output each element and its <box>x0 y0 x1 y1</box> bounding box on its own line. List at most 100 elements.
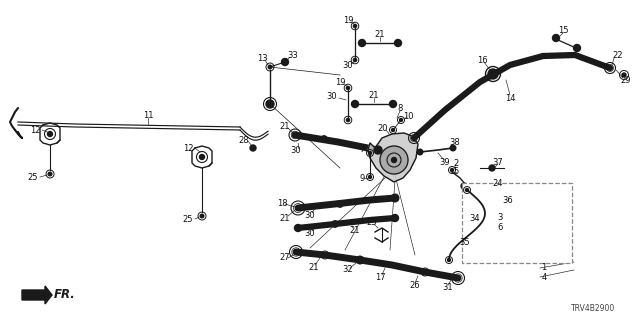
Text: 29: 29 <box>621 76 631 84</box>
Text: 31: 31 <box>443 284 453 292</box>
Text: 14: 14 <box>505 93 515 102</box>
Text: 2: 2 <box>453 158 459 167</box>
Circle shape <box>450 145 456 151</box>
Circle shape <box>200 214 204 218</box>
Circle shape <box>390 100 397 108</box>
Text: 35: 35 <box>460 237 470 246</box>
Circle shape <box>293 133 297 137</box>
Text: 20: 20 <box>378 124 388 132</box>
Text: 19: 19 <box>343 15 353 25</box>
Circle shape <box>337 201 343 207</box>
Text: 27: 27 <box>280 253 291 262</box>
Circle shape <box>321 136 327 142</box>
Circle shape <box>392 214 399 221</box>
Circle shape <box>461 183 467 189</box>
Text: 18: 18 <box>276 198 287 207</box>
Circle shape <box>489 227 495 233</box>
Circle shape <box>380 146 408 174</box>
Circle shape <box>412 136 416 140</box>
Circle shape <box>48 172 52 176</box>
Circle shape <box>456 276 460 280</box>
Text: 22: 22 <box>612 51 623 60</box>
Circle shape <box>465 188 468 191</box>
Circle shape <box>417 149 423 155</box>
Text: 11: 11 <box>143 110 153 119</box>
Text: 30: 30 <box>305 211 316 220</box>
Circle shape <box>399 118 403 122</box>
Circle shape <box>608 66 612 70</box>
Polygon shape <box>368 133 418 182</box>
Text: 36: 36 <box>502 196 513 204</box>
Text: 4: 4 <box>541 273 547 282</box>
Circle shape <box>552 35 559 42</box>
Text: 39: 39 <box>440 157 451 166</box>
Circle shape <box>268 65 272 69</box>
Circle shape <box>374 146 382 154</box>
Circle shape <box>356 256 364 264</box>
Circle shape <box>489 165 495 171</box>
Circle shape <box>346 118 349 122</box>
Circle shape <box>489 217 495 223</box>
Text: 21: 21 <box>280 122 291 131</box>
Text: 12: 12 <box>183 143 193 153</box>
Text: FR.: FR. <box>54 289 76 301</box>
Text: 34: 34 <box>470 213 480 222</box>
Text: 6: 6 <box>497 222 502 231</box>
Text: 30: 30 <box>326 92 337 100</box>
Circle shape <box>47 132 52 137</box>
Text: 21: 21 <box>375 29 385 38</box>
Text: 5: 5 <box>453 166 459 175</box>
Circle shape <box>392 157 397 163</box>
Text: 7: 7 <box>359 145 365 154</box>
Text: 8: 8 <box>397 103 403 113</box>
Text: 3: 3 <box>497 212 502 221</box>
Text: 21: 21 <box>369 91 380 100</box>
Circle shape <box>266 100 274 108</box>
Circle shape <box>499 204 505 210</box>
Text: 24: 24 <box>493 179 503 188</box>
Circle shape <box>250 145 256 151</box>
Text: 25: 25 <box>183 214 193 223</box>
Text: 30: 30 <box>342 60 353 69</box>
Text: 32: 32 <box>342 266 353 275</box>
Text: 13: 13 <box>257 53 268 62</box>
Circle shape <box>353 24 356 28</box>
Circle shape <box>296 206 300 210</box>
Circle shape <box>332 221 338 227</box>
Text: 38: 38 <box>450 138 460 147</box>
Text: 15: 15 <box>557 26 568 35</box>
Circle shape <box>423 270 427 274</box>
Circle shape <box>358 39 365 46</box>
Circle shape <box>467 236 472 241</box>
Text: TRV4B2900: TRV4B2900 <box>571 304 615 313</box>
Text: 21: 21 <box>280 213 291 222</box>
Text: 25: 25 <box>28 172 38 181</box>
Circle shape <box>353 59 356 62</box>
Text: 28: 28 <box>239 135 250 145</box>
Text: 16: 16 <box>477 55 487 65</box>
Text: 33: 33 <box>287 51 298 60</box>
Circle shape <box>622 73 626 77</box>
Text: 30: 30 <box>291 146 301 155</box>
Circle shape <box>200 155 205 159</box>
Circle shape <box>447 259 451 261</box>
Circle shape <box>369 151 371 155</box>
Text: 30: 30 <box>305 228 316 237</box>
Circle shape <box>369 175 371 179</box>
Text: 23: 23 <box>367 218 378 227</box>
Text: 21: 21 <box>308 262 319 271</box>
Text: 21: 21 <box>349 226 360 235</box>
Text: 26: 26 <box>410 281 420 290</box>
Circle shape <box>323 253 327 257</box>
Circle shape <box>472 222 477 228</box>
Text: 37: 37 <box>493 157 504 166</box>
Circle shape <box>351 100 358 108</box>
Circle shape <box>394 39 401 46</box>
Circle shape <box>294 225 301 231</box>
Text: 9: 9 <box>360 173 365 182</box>
Text: 17: 17 <box>374 273 385 282</box>
Text: 12: 12 <box>29 125 40 134</box>
Circle shape <box>392 129 394 132</box>
Circle shape <box>294 250 298 254</box>
Bar <box>462 183 572 263</box>
